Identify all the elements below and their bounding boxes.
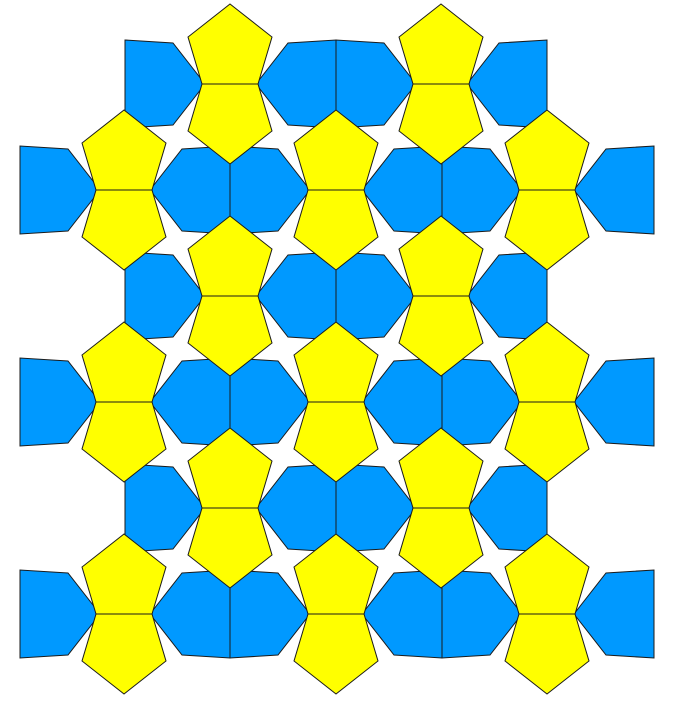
blue-pentagon — [466, 39, 548, 129]
blue-pentagon — [573, 357, 655, 447]
yellow-pentagon — [398, 3, 484, 85]
yellow-pentagon — [187, 3, 273, 85]
blue-pentagon — [19, 569, 101, 659]
yellow-pentagon — [81, 613, 167, 695]
yellow-pentagon — [293, 189, 379, 271]
yellow-pentagon — [504, 189, 590, 271]
yellow-pentagon — [187, 83, 273, 165]
yellow-pentagon — [81, 189, 167, 271]
blue-pentagon — [149, 357, 231, 447]
yellow-pentagon — [293, 401, 379, 483]
blue-pentagon — [466, 463, 548, 553]
blue-pentagon — [19, 357, 101, 447]
yellow-pentagon — [187, 507, 273, 589]
yellow-pentagon — [398, 507, 484, 589]
blue-pentagon — [466, 251, 548, 341]
blue-pentagon — [255, 463, 337, 553]
blue-pentagon — [361, 569, 443, 659]
yellow-pentagon — [293, 613, 379, 695]
blue-pentagon — [229, 569, 311, 659]
blue-pentagon — [361, 145, 443, 235]
blue-pentagon — [255, 251, 337, 341]
blue-pentagon — [149, 145, 231, 235]
yellow-pentagon — [398, 83, 484, 165]
yellow-pentagon — [504, 613, 590, 695]
yellow-pentagon — [398, 295, 484, 377]
blue-pentagon — [255, 39, 337, 129]
blue-pentagon — [361, 357, 443, 447]
blue-pentagon — [573, 569, 655, 659]
yellow-pentagon — [187, 295, 273, 377]
blue-pentagon — [229, 357, 311, 447]
blue-pentagon — [441, 569, 523, 659]
yellow-pentagon — [81, 401, 167, 483]
yellow-pentagon — [504, 401, 590, 483]
blue-pentagon — [229, 145, 311, 235]
blue-pentagon — [573, 145, 655, 235]
blue-pentagon — [149, 569, 231, 659]
blue-pentagon — [19, 145, 101, 235]
